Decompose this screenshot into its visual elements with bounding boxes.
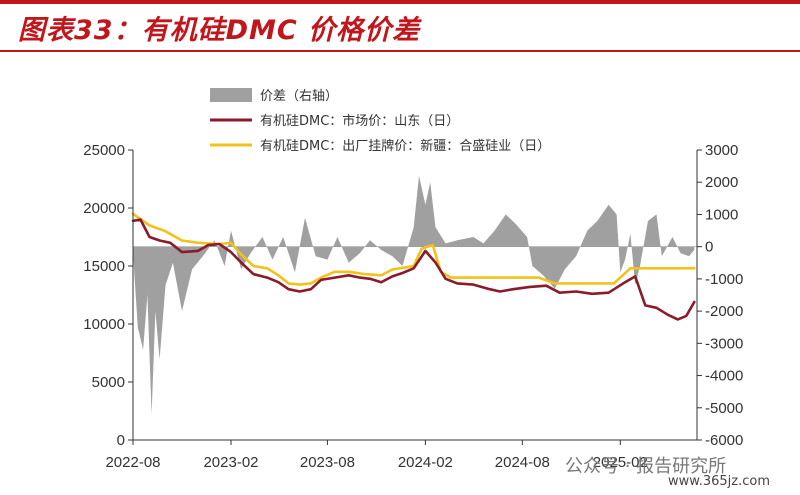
x-tick-label: 2025-02 (593, 454, 648, 471)
legend-label-0: 价差（右轴） (260, 89, 338, 104)
chart-title: 图表33：有机硅DMC 价格价差 (18, 15, 421, 46)
price-lines-layer (131, 212, 696, 321)
watermark-account: 公众号 · 报告研究所 (565, 456, 727, 477)
y-right-tick-label: 0 (705, 239, 713, 256)
legend-label-2: 有机硅DMC：出厂挂牌价：新疆：合盛硅业（日） (260, 138, 550, 154)
y-left-tick-label: 15000 (83, 258, 125, 275)
legend-label-1: 有机硅DMC：市场价：山东（日） (260, 113, 459, 129)
line-hoshine-list-price (131, 212, 696, 286)
x-tick-label: 2024-08 (495, 454, 550, 471)
y-right-tick-label: -3000 (705, 335, 743, 352)
y-right-tick-label: -4000 (705, 368, 743, 385)
axes: 0500010000150002000025000-6000-5000-4000… (83, 142, 743, 471)
y-right-tick-label: -2000 (705, 303, 743, 320)
y-right-tick-label: 2000 (705, 174, 738, 191)
y-left-tick-label: 20000 (83, 200, 125, 217)
watermark-site: www.365jz.com (668, 474, 770, 489)
line-shandong-market-price (131, 218, 696, 321)
y-left-tick-label: 10000 (83, 316, 125, 333)
x-tick-label: 2022-08 (105, 454, 160, 471)
x-tick-label: 2023-08 (300, 454, 355, 471)
spread-area (133, 175, 695, 415)
y-right-tick-label: 1000 (705, 206, 738, 223)
y-left-tick-label: 5000 (92, 374, 125, 391)
y-right-tick-label: 3000 (705, 142, 738, 159)
y-right-tick-label: -1000 (705, 271, 743, 288)
y-right-tick-label: -5000 (705, 400, 743, 417)
title-bar: 图表33：有机硅DMC 价格价差 (0, 0, 800, 52)
spread-area-layer (133, 175, 695, 415)
x-tick-label: 2023-02 (203, 454, 258, 471)
y-left-tick-label: 25000 (83, 142, 125, 159)
y-right-tick-label: -6000 (705, 432, 743, 449)
x-tick-label: 2024-02 (398, 454, 453, 471)
y-left-tick-label: 0 (117, 432, 125, 449)
legend: 价差（右轴） 有机硅DMC：市场价：山东（日） 有机硅DMC：出厂挂牌价：新疆：合盛… (210, 88, 550, 154)
legend-swatch-spread (210, 88, 252, 102)
